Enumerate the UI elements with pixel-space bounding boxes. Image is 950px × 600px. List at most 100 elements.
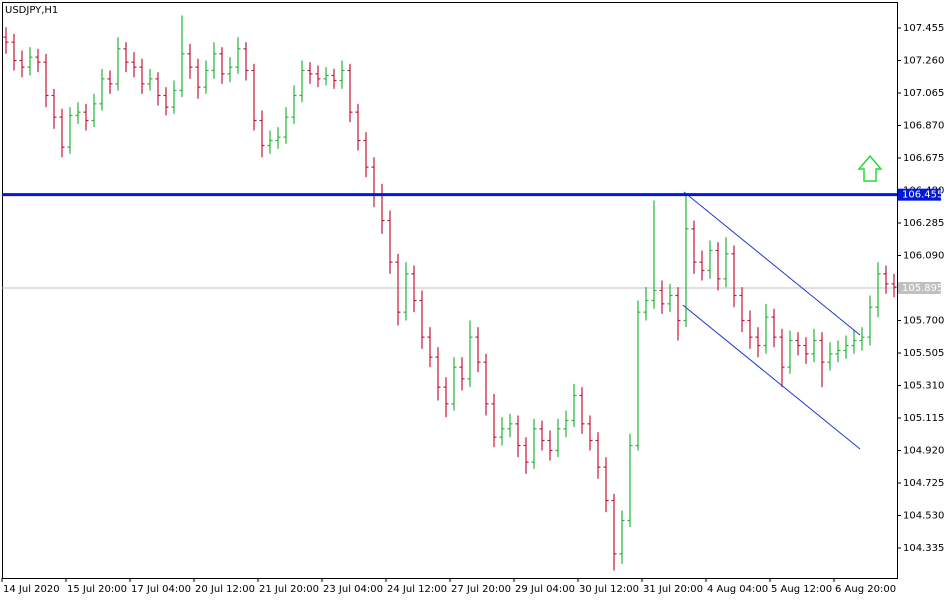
price-bar [251,63,257,131]
price-bar [339,60,345,89]
price-bar [883,265,889,294]
price-bar [395,253,401,326]
price-bar [843,335,849,359]
price-bar [155,72,161,106]
price-bar [419,290,425,349]
y-tick-label: 105.505 [903,348,944,359]
price-bar [59,108,65,158]
x-tick-label: 5 Aug 12:00 [771,584,832,595]
price-bar [131,52,137,78]
y-tick-label: 105.700 [903,316,944,327]
price-bar [211,42,217,79]
price-bar [3,27,9,54]
price-bar [403,262,409,321]
y-tick-label: 104.920 [903,446,944,457]
trendline [682,304,861,450]
price-bar [467,320,473,388]
price-bar [107,70,113,94]
price-bar [707,240,713,279]
last-price-label: 105.895 [902,283,943,294]
price-bar [451,357,457,411]
x-tick-label: 29 Jul 04:00 [515,584,575,595]
price-bar [179,15,185,98]
price-bar [571,383,577,428]
y-tick-label: 104.530 [903,511,944,522]
price-bar [635,300,641,451]
price-bar [91,93,97,128]
price-bar [539,420,545,451]
price-bar [147,68,153,91]
price-bar [683,195,689,328]
price-bar [507,413,513,438]
price-bar [307,62,313,84]
x-tick-label: 15 Jul 20:00 [67,584,127,595]
price-bar [203,60,209,94]
price-bar [363,132,369,178]
price-bar [163,87,169,116]
price-bar [819,332,825,388]
price-bar [603,457,609,513]
price-bar [387,210,393,274]
price-bar [651,200,657,309]
price-bar [555,418,561,458]
price-bar [67,107,73,154]
price-bar [323,67,329,86]
price-bar [115,37,121,91]
level-label: 106.455 [902,190,943,201]
trendline [683,191,861,336]
y-tick-label: 106.090 [903,251,944,262]
price-bar [787,330,793,374]
price-bar [563,410,569,438]
buy-arrow-object [857,154,883,182]
x-tick-label: 6 Aug 20:00 [835,584,896,595]
price-bar [579,387,585,434]
price-bar [443,377,449,418]
price-bar [259,110,265,158]
price-bar [755,327,761,358]
price-bar [187,43,193,79]
price-bar [355,103,361,151]
y-tick-label: 105.115 [903,413,944,424]
price-bar [291,85,297,124]
price-bar [611,493,617,571]
price-bar [35,48,41,73]
x-tick-label: 21 Jul 20:00 [259,584,319,595]
y-tick-label: 107.260 [903,56,944,67]
price-bar [51,88,57,129]
price-bar [83,103,89,131]
price-bar [123,42,129,73]
price-bar [235,37,241,74]
price-bar [731,245,737,308]
price-bar [43,53,49,108]
price-bar [99,68,105,111]
y-tick-label: 106.870 [903,121,944,132]
price-bar [243,42,249,81]
price-bar [747,310,753,349]
x-tick-label: 20 Jul 12:00 [195,584,255,595]
price-bar [659,280,665,314]
price-bar [827,342,833,371]
price-bar [739,287,745,333]
y-tick-label: 105.310 [903,381,944,392]
x-tick-label: 27 Jul 20:00 [451,584,511,595]
price-bar [11,33,17,71]
last-price-bg [898,282,941,294]
price-bar [523,437,529,474]
x-tick-label: 31 Jul 20:00 [643,584,703,595]
price-bar [491,393,497,448]
price-bar [643,287,649,321]
price-bar [763,303,769,354]
price-bar [275,127,281,149]
price-bar [19,50,25,78]
y-tick-label: 107.455 [903,23,944,34]
price-bar [139,58,145,94]
y-tick-label: 107.065 [903,88,944,99]
price-bar [691,220,697,274]
price-bar [723,237,729,288]
price-bar [299,60,305,103]
y-tick-label: 106.285 [903,218,944,229]
price-bar [811,328,817,363]
x-tick-label: 14 Jul 2020 [3,584,60,595]
price-bar [587,415,593,451]
